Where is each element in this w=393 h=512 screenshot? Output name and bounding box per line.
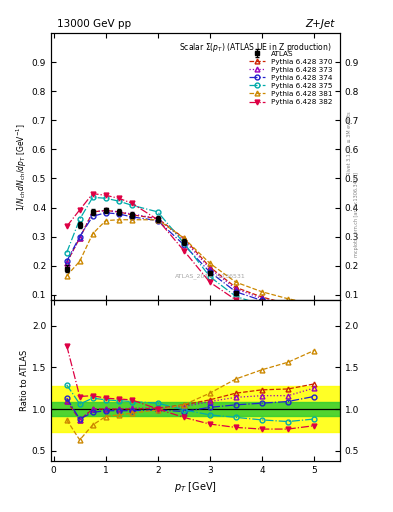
Text: mcplots.cern.ch [arXiv:1306.3436]: mcplots.cern.ch [arXiv:1306.3436] [354, 173, 359, 258]
Pythia 6.428 374 [64, 258, 69, 264]
Pythia 6.428 375 [182, 240, 186, 246]
Pythia 6.428 381 [233, 279, 238, 285]
Pythia 6.428 373 [103, 207, 108, 214]
Text: Scalar $\Sigma(p_T)$ (ATLAS UE in Z production): Scalar $\Sigma(p_T)$ (ATLAS UE in Z prod… [179, 41, 331, 54]
Pythia 6.428 373 [286, 302, 290, 308]
Pythia 6.428 375 [286, 307, 290, 313]
Pythia 6.428 370 [116, 209, 121, 215]
Pythia 6.428 375 [129, 202, 134, 208]
Pythia 6.428 382 [64, 223, 69, 229]
Text: Rivet 3.1.10, ≥ 3M events: Rivet 3.1.10, ≥ 3M events [347, 112, 352, 175]
Pythia 6.428 374 [182, 242, 186, 248]
Pythia 6.428 375 [259, 302, 264, 308]
Pythia 6.428 382 [116, 195, 121, 201]
Pythia 6.428 375 [64, 249, 69, 255]
Legend: ATLAS, Pythia 6.428 370, Pythia 6.428 373, Pythia 6.428 374, Pythia 6.428 375, P: ATLAS, Pythia 6.428 370, Pythia 6.428 37… [246, 48, 335, 108]
Pythia 6.428 381 [208, 260, 212, 266]
Pythia 6.428 375 [155, 209, 160, 215]
Pythia 6.428 370 [312, 306, 316, 312]
Line: Pythia 6.428 374: Pythia 6.428 374 [64, 210, 316, 313]
Pythia 6.428 382 [77, 207, 82, 213]
Pythia 6.428 370 [155, 216, 160, 222]
Bar [51, 402, 340, 416]
Pythia 6.428 382 [155, 217, 160, 223]
Pythia 6.428 373 [64, 260, 69, 266]
Pythia 6.428 374 [259, 297, 264, 304]
Pythia 6.428 382 [286, 308, 290, 314]
Pythia 6.428 370 [64, 260, 69, 266]
Pythia 6.428 373 [208, 265, 212, 271]
Y-axis label: Ratio to ATLAS: Ratio to ATLAS [20, 350, 29, 411]
Text: 13000 GeV pp: 13000 GeV pp [57, 19, 131, 29]
Pythia 6.428 381 [286, 295, 290, 302]
Pythia 6.428 382 [208, 279, 212, 285]
Pythia 6.428 374 [90, 213, 95, 219]
Pythia 6.428 381 [129, 217, 134, 223]
Pythia 6.428 381 [103, 218, 108, 224]
Pythia 6.428 374 [208, 269, 212, 275]
Line: Pythia 6.428 381: Pythia 6.428 381 [64, 217, 316, 306]
Pythia 6.428 373 [155, 216, 160, 222]
X-axis label: $p_T$ [GeV]: $p_T$ [GeV] [174, 480, 217, 494]
Pythia 6.428 370 [129, 212, 134, 218]
Pythia 6.428 370 [208, 264, 212, 270]
Pythia 6.428 375 [116, 198, 121, 204]
Pythia 6.428 373 [90, 209, 95, 215]
Pythia 6.428 382 [233, 297, 238, 303]
Pythia 6.428 381 [116, 217, 121, 223]
Pythia 6.428 374 [116, 211, 121, 217]
Pythia 6.428 370 [90, 209, 95, 215]
Pythia 6.428 373 [77, 235, 82, 241]
Pythia 6.428 381 [90, 230, 95, 237]
Pythia 6.428 370 [77, 235, 82, 241]
Pythia 6.428 382 [103, 193, 108, 199]
Pythia 6.428 381 [64, 273, 69, 279]
Pythia 6.428 382 [129, 200, 134, 206]
Pythia 6.428 375 [103, 195, 108, 201]
Line: Pythia 6.428 382: Pythia 6.428 382 [64, 191, 316, 317]
Pythia 6.428 381 [77, 258, 82, 264]
Pythia 6.428 373 [312, 306, 316, 312]
Pythia 6.428 374 [103, 210, 108, 216]
Pythia 6.428 373 [116, 209, 121, 215]
Pythia 6.428 370 [182, 235, 186, 241]
Pythia 6.428 374 [155, 218, 160, 224]
Pythia 6.428 381 [155, 217, 160, 223]
Pythia 6.428 374 [77, 233, 82, 240]
Pythia 6.428 370 [233, 284, 238, 290]
Pythia 6.428 374 [286, 303, 290, 309]
Pythia 6.428 373 [129, 211, 134, 217]
Pythia 6.428 382 [182, 247, 186, 253]
Pythia 6.428 375 [208, 273, 212, 280]
Pythia 6.428 370 [259, 294, 264, 300]
Pythia 6.428 374 [129, 214, 134, 220]
Text: Z+Jet: Z+Jet [305, 19, 334, 29]
Pythia 6.428 375 [90, 194, 95, 200]
Pythia 6.428 374 [233, 289, 238, 295]
Text: ATLAS_2019_I1736531: ATLAS_2019_I1736531 [174, 273, 245, 279]
Pythia 6.428 373 [259, 295, 264, 302]
Pythia 6.428 375 [233, 293, 238, 300]
Pythia 6.428 375 [77, 216, 82, 222]
Y-axis label: $1/N_\mathrm{ch}\,dN_\mathrm{ch}/dp_T$ [GeV$^{-1}$]: $1/N_\mathrm{ch}\,dN_\mathrm{ch}/dp_T$ [… [15, 123, 29, 210]
Pythia 6.428 381 [259, 289, 264, 295]
Pythia 6.428 374 [312, 307, 316, 313]
Pythia 6.428 381 [312, 301, 316, 307]
Pythia 6.428 382 [90, 190, 95, 197]
Pythia 6.428 370 [103, 207, 108, 214]
Pythia 6.428 373 [182, 237, 186, 243]
Pythia 6.428 370 [286, 301, 290, 307]
Line: Pythia 6.428 373: Pythia 6.428 373 [64, 208, 316, 312]
Pythia 6.428 382 [259, 304, 264, 310]
Line: Pythia 6.428 370: Pythia 6.428 370 [64, 208, 316, 311]
Pythia 6.428 381 [182, 235, 186, 241]
Line: Pythia 6.428 375: Pythia 6.428 375 [64, 195, 316, 316]
Bar [51, 386, 340, 433]
Pythia 6.428 382 [312, 311, 316, 317]
Pythia 6.428 373 [233, 286, 238, 292]
Pythia 6.428 375 [312, 310, 316, 316]
